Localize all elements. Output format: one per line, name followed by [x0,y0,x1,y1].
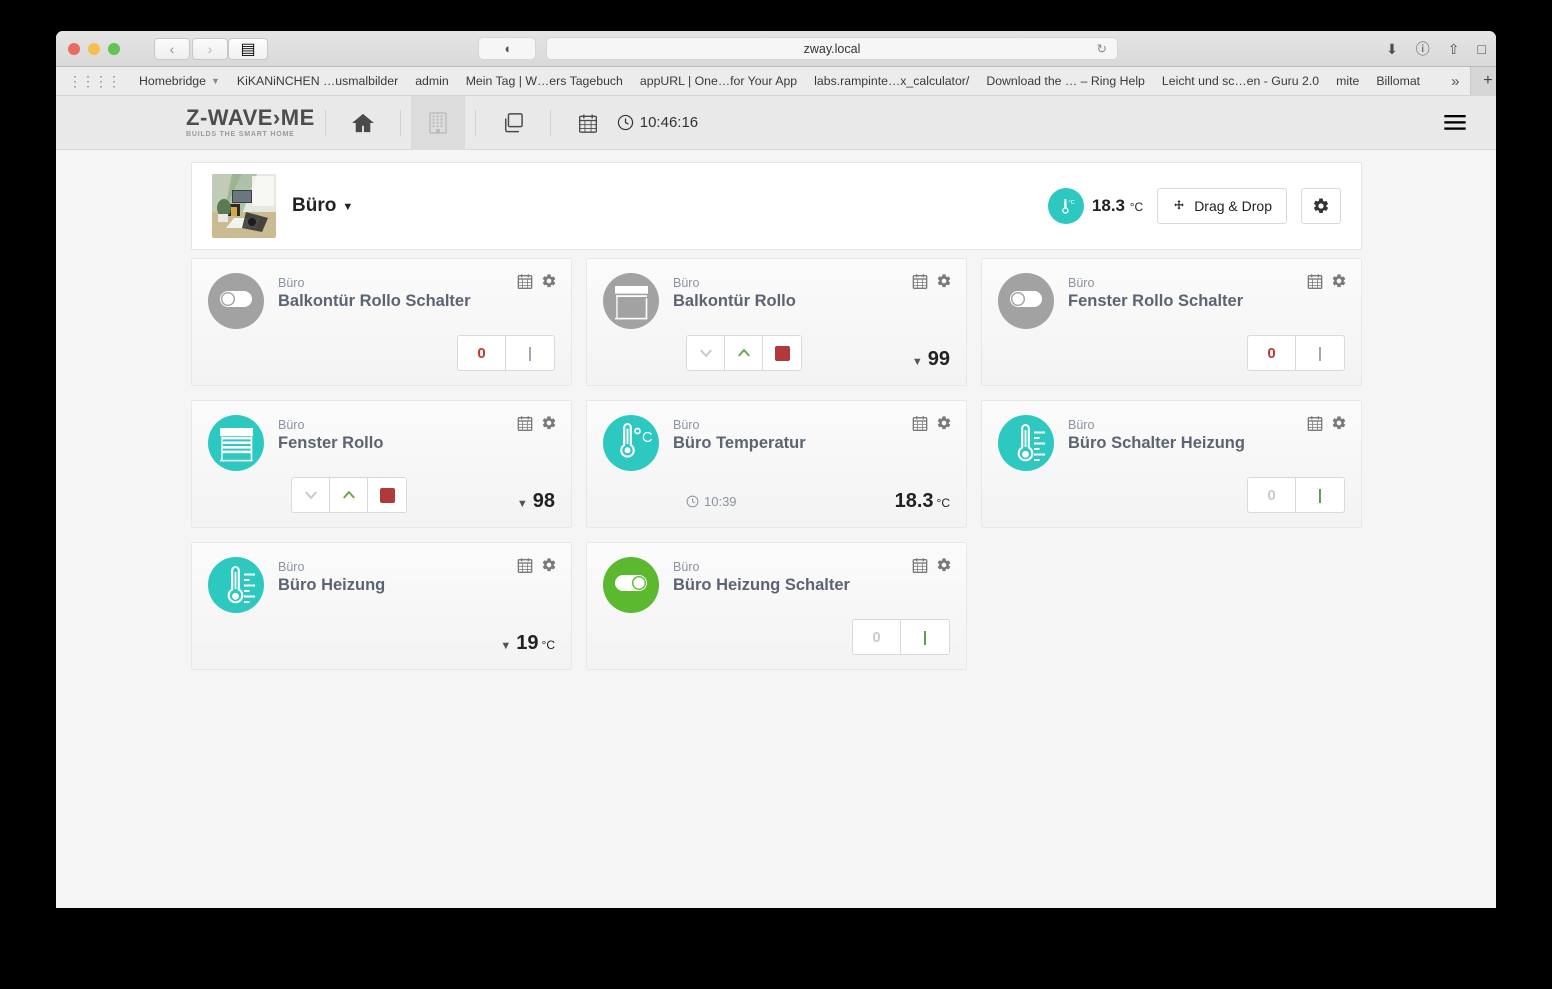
svg-text:°C: °C [1068,200,1074,206]
